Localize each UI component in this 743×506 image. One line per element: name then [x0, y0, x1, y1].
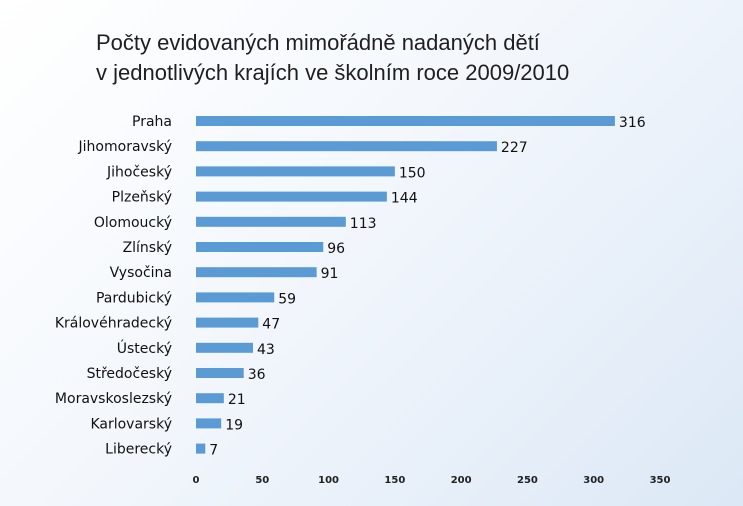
- category-label: Středočeský: [87, 366, 172, 382]
- bar: [196, 292, 275, 303]
- value-label: 144: [391, 191, 418, 207]
- x-tick-label: 0: [193, 475, 200, 486]
- category-label: Vysočina: [110, 265, 172, 281]
- value-label: 19: [225, 417, 243, 433]
- bar: [196, 418, 222, 429]
- bar: [196, 166, 395, 177]
- chart-title-line-2: v jednotlivých krajích ve školním roce 2…: [96, 60, 570, 85]
- value-label: 59: [278, 291, 296, 307]
- bar: [196, 342, 254, 353]
- bar: [196, 191, 387, 202]
- value-label: 227: [501, 140, 528, 156]
- value-label: 113: [350, 216, 377, 232]
- bar: [196, 317, 259, 328]
- value-label: 316: [619, 115, 646, 131]
- x-tick-label: 350: [650, 475, 671, 486]
- chart-title-line-1: Počty evidovaných mimořádně nadaných dět…: [96, 30, 540, 55]
- value-label: 96: [327, 241, 345, 257]
- bar: [196, 242, 324, 252]
- x-tick-label: 150: [384, 475, 405, 486]
- value-label: 7: [209, 443, 218, 459]
- value-label: 91: [321, 266, 339, 282]
- category-label: Zlínský: [123, 240, 172, 256]
- category-label: Královéhradecký: [55, 316, 172, 332]
- category-label: Praha: [132, 114, 172, 130]
- bar: [196, 368, 244, 378]
- value-label: 36: [248, 367, 266, 383]
- bar: [196, 116, 615, 126]
- bar: [196, 216, 346, 227]
- x-tick-label: 200: [451, 475, 472, 486]
- value-label: 150: [399, 165, 426, 181]
- category-label: Liberecký: [105, 442, 172, 458]
- category-label: Pardubický: [96, 290, 172, 306]
- x-tick-label: 100: [318, 475, 339, 486]
- bar: [196, 141, 497, 152]
- x-tick-label: 250: [517, 475, 538, 486]
- bar: [196, 443, 206, 454]
- category-label: Jihočeský: [106, 164, 172, 180]
- chart-title: Počty evidovaných mimořádně nadaných dět…: [96, 28, 716, 88]
- category-label: Ústecký: [117, 339, 172, 357]
- category-label: Jihomoravský: [78, 139, 172, 155]
- category-label: Moravskoslezský: [55, 391, 172, 407]
- value-label: 43: [257, 342, 275, 358]
- category-label: Olomoucký: [94, 215, 172, 231]
- x-tick-label: 50: [255, 475, 269, 486]
- bar: [196, 267, 317, 278]
- x-tick-label: 300: [583, 475, 604, 486]
- category-label: Plzeňský: [112, 190, 172, 206]
- value-label: 47: [262, 317, 280, 333]
- category-label: Karlovarský: [90, 416, 172, 432]
- bar: [196, 393, 224, 404]
- value-label: 21: [228, 392, 246, 408]
